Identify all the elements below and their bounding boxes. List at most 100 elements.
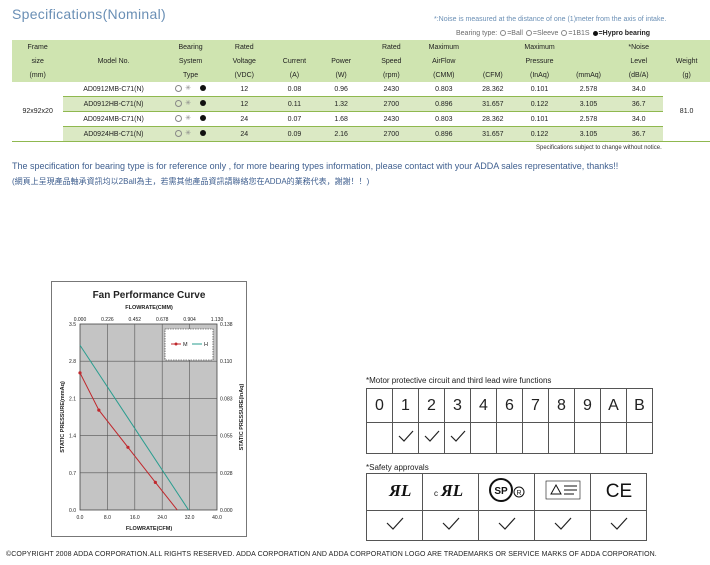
chart-ylabel: STATIC PRESSURE(mmAq) bbox=[60, 381, 66, 453]
spec-header-cell: (A) bbox=[271, 68, 318, 82]
tuv-logo-icon bbox=[545, 480, 580, 499]
motor-code-cell: 3 bbox=[444, 388, 471, 423]
power-cell: 1.68 bbox=[317, 111, 365, 127]
mmaq-cell: 3.105 bbox=[562, 96, 615, 112]
noise-cell: 34.0 bbox=[614, 111, 664, 127]
motor-check-cell bbox=[470, 422, 497, 454]
motor-code-cell: 6 bbox=[496, 388, 523, 423]
safety-check-cell bbox=[422, 510, 479, 541]
spec-header-cell: (VDC) bbox=[217, 68, 272, 82]
motor-code-cell: 9 bbox=[574, 388, 601, 423]
model-cell: AD0924HB-C71(N) bbox=[63, 126, 164, 142]
speed-cell: 2700 bbox=[364, 96, 419, 112]
motor-code-cell: A bbox=[600, 388, 627, 423]
weight-cell: 81.0 bbox=[663, 82, 710, 142]
spec-header-cell bbox=[63, 68, 164, 82]
b1s-bearing-icon bbox=[561, 30, 568, 37]
current-cell: 0.11 bbox=[271, 96, 318, 112]
motor-code-cell: 0 bbox=[366, 388, 393, 423]
x-top-tick-label: 0.000 bbox=[74, 317, 87, 323]
mmaq-cell: 3.105 bbox=[562, 126, 615, 142]
spec-header-cell bbox=[63, 40, 164, 54]
cmm-cell: 0.896 bbox=[418, 96, 470, 112]
x-top-tick-label: 0.452 bbox=[129, 317, 142, 323]
spec-header-cell bbox=[562, 54, 615, 68]
cfm-cell: 31.657 bbox=[469, 96, 517, 112]
hypro-bearing-icon bbox=[200, 130, 206, 137]
disclaimer-zh: (網頁上呈現產品軸承資訊均以2Ball為主，若需其他產品資訊請聯絡您在ADDA的… bbox=[12, 177, 370, 186]
spec-header-cell: Level bbox=[614, 54, 664, 68]
hypro-label: =Hypro bearing bbox=[598, 30, 651, 37]
motor-check-cell bbox=[392, 422, 419, 454]
safety-mark-cell: CE bbox=[590, 473, 647, 511]
spec-header-cell: (CFM) bbox=[469, 68, 517, 82]
spec-header-cell: Weight bbox=[663, 54, 710, 68]
sleeve-bearing-icon: ✳ bbox=[185, 85, 191, 93]
spec-header-cell bbox=[469, 40, 517, 54]
hypro-bearing-icon bbox=[200, 115, 206, 122]
svg-text:ЯL: ЯL bbox=[440, 481, 463, 500]
mmaq-cell: 2.578 bbox=[562, 82, 615, 97]
spec-header-cell: Maximum bbox=[418, 40, 470, 54]
checkmark-icon bbox=[398, 430, 413, 442]
voltage-cell: 12 bbox=[217, 82, 272, 97]
y-tick-label: 2.8 bbox=[69, 359, 76, 365]
legend-label-H: H bbox=[204, 342, 208, 348]
spec-header-cell: (g) bbox=[663, 68, 710, 82]
y-right-tick-label: 0.110 bbox=[220, 359, 232, 365]
checkmark-icon bbox=[450, 430, 465, 442]
safety-mark-cell: c ЯL bbox=[422, 473, 479, 511]
y-right-tick-label: 0.028 bbox=[220, 471, 233, 477]
spec-header-cell: Maximum bbox=[516, 40, 563, 54]
series-point-M bbox=[97, 408, 101, 412]
ball-label: =Ball bbox=[507, 30, 523, 37]
y-right-tick-label: 0.000 bbox=[220, 508, 233, 514]
spec-header-cell bbox=[271, 40, 318, 54]
motor-code-cell: 4 bbox=[470, 388, 497, 423]
model-cell: AD0912MB-C71(N) bbox=[63, 82, 164, 97]
y-right-tick-label: 0.055 bbox=[220, 434, 233, 440]
hypro-bearing-icon bbox=[200, 85, 206, 92]
y-tick-label: 3.5 bbox=[69, 322, 76, 328]
checkmark-icon bbox=[610, 517, 627, 530]
spec-header-cell bbox=[663, 40, 710, 54]
motor-code-cell: 7 bbox=[522, 388, 549, 423]
bearing-legend: Bearing type: =Ball =Sleeve =1B1S =Hypro… bbox=[456, 30, 650, 37]
spec-header-cell: Speed bbox=[364, 54, 419, 68]
x-top-tick-label: 1.130 bbox=[211, 317, 224, 323]
bearing-type-cell: ✳ bbox=[163, 111, 218, 127]
x-top-tick-label: 0.678 bbox=[156, 317, 169, 323]
inaq-cell: 0.101 bbox=[516, 111, 563, 127]
legend-marker-M bbox=[174, 342, 178, 346]
sleeve-label: =Sleeve bbox=[532, 30, 559, 37]
sleeve-bearing-icon bbox=[525, 30, 532, 37]
cmm-cell: 0.803 bbox=[418, 111, 470, 127]
inaq-cell: 0.101 bbox=[516, 82, 563, 97]
power-cell: 1.32 bbox=[317, 96, 365, 112]
motor-code-cell: 1 bbox=[392, 388, 419, 423]
safety-check-cell bbox=[366, 510, 423, 541]
cul-logo-icon: c ЯL bbox=[434, 481, 463, 500]
safety-mark-cell bbox=[534, 473, 591, 511]
spec-header-cell: (mm) bbox=[12, 68, 64, 82]
inaq-cell: 0.122 bbox=[516, 126, 563, 142]
motor-title: *Motor protective circuit and third lead… bbox=[366, 376, 552, 385]
spec-header-cell: Frame bbox=[12, 40, 64, 54]
speed-cell: 2430 bbox=[364, 82, 419, 97]
spec-table: Frame Bearing Rated Rated Maximum Maximum *Noi… bbox=[12, 40, 710, 142]
spec-header-cell: size bbox=[12, 54, 64, 68]
spec-header-cell: Model No. bbox=[63, 54, 164, 68]
y-tick-label: 0.7 bbox=[69, 471, 76, 477]
chart-title: Fan Performance Curve bbox=[93, 290, 206, 301]
fan-performance-chart: Fan Performance Curve FLOWRATE(CMM) 0.0 0.0… bbox=[51, 281, 247, 537]
subject-note: Specifications subject to change without… bbox=[536, 145, 662, 151]
y-tick-label: 1.4 bbox=[69, 434, 76, 440]
ball-bearing-icon bbox=[175, 84, 183, 92]
bearing-type-cell: ✳ bbox=[163, 82, 218, 97]
power-cell: 2.16 bbox=[317, 126, 365, 142]
spec-header-cell bbox=[469, 54, 517, 68]
b1s-label: =1B1S bbox=[568, 30, 590, 37]
